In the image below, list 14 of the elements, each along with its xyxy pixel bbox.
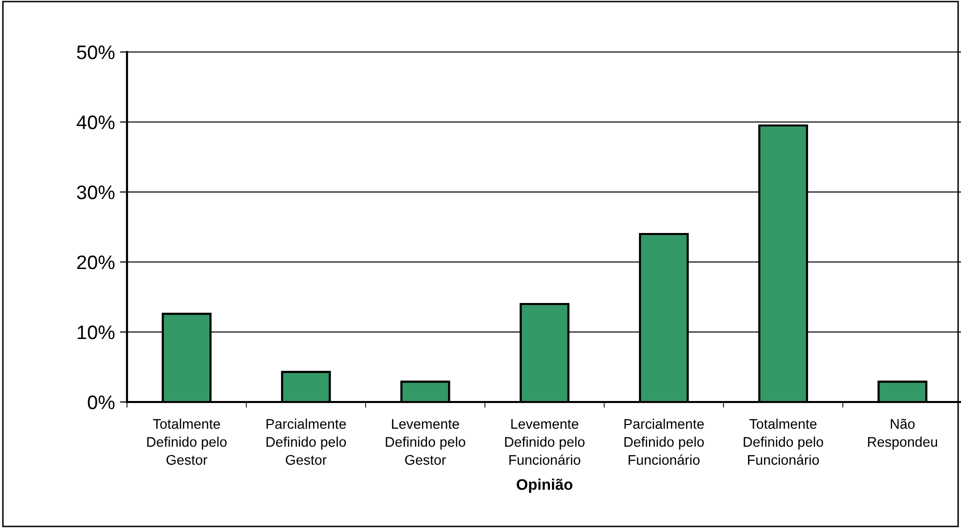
y-tick-label: 40% (76, 115, 115, 130)
y-tick-label: 20% (77, 255, 115, 270)
x-axis-title: Opinião (516, 478, 572, 493)
x-tick-label: Totalmente Definido pelo Funcionário (744, 418, 824, 465)
x-tick-label: Parcialmente Definido pelo Funcionário (624, 418, 704, 465)
y-tick-label: 10% (78, 325, 115, 340)
x-tick-label: Parcialmente Definido pelo Gestor (266, 418, 346, 465)
x-tick-label: Totalmente Definido pelo Gestor (147, 418, 227, 465)
y-tick-label: 50% (77, 45, 115, 60)
x-tick-label: Levemente Definido pelo Funcionário (505, 419, 585, 465)
y-tick-label: 0% (88, 395, 115, 410)
y-tick-label: 30% (77, 185, 115, 200)
x-tick-label: Não Respondeu (868, 418, 938, 450)
x-tick-label: Levemente Definido pelo Gestor (386, 419, 466, 465)
